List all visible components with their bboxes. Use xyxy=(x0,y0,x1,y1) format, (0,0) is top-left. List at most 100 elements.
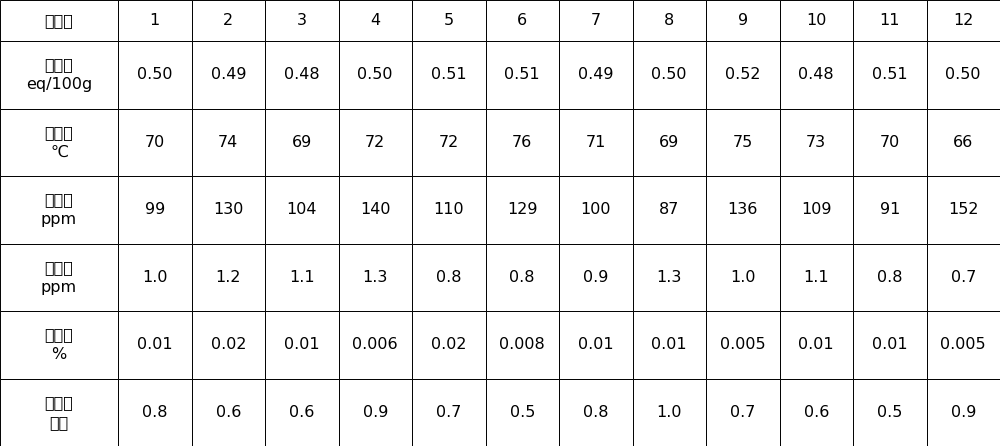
Bar xyxy=(706,311,780,379)
Text: 2: 2 xyxy=(223,13,233,28)
Text: 0.8: 0.8 xyxy=(583,405,608,420)
Bar xyxy=(633,0,706,41)
Text: 0.50: 0.50 xyxy=(652,67,687,82)
Bar xyxy=(0,0,118,41)
Bar xyxy=(927,108,1000,176)
Text: 9: 9 xyxy=(738,13,748,28)
Text: 0.01: 0.01 xyxy=(137,337,173,352)
Text: 0.6: 0.6 xyxy=(289,405,314,420)
Text: 0.5: 0.5 xyxy=(510,405,535,420)
Bar xyxy=(853,176,927,244)
Bar xyxy=(265,108,338,176)
Text: 69: 69 xyxy=(292,135,312,150)
Text: 5: 5 xyxy=(444,13,454,28)
Text: 0.8: 0.8 xyxy=(877,270,902,285)
Bar xyxy=(780,379,853,446)
Bar xyxy=(780,244,853,311)
Bar xyxy=(486,108,559,176)
Text: 130: 130 xyxy=(213,202,243,217)
Text: 0.01: 0.01 xyxy=(872,337,908,352)
Bar xyxy=(927,0,1000,41)
Text: 10: 10 xyxy=(806,13,826,28)
Text: 0.006: 0.006 xyxy=(352,337,398,352)
Bar xyxy=(486,244,559,311)
Text: 0.6: 0.6 xyxy=(804,405,829,420)
Bar xyxy=(780,311,853,379)
Bar xyxy=(265,0,338,41)
Bar xyxy=(706,41,780,108)
Text: 1.0: 1.0 xyxy=(142,270,168,285)
Text: 1: 1 xyxy=(150,13,160,28)
Text: 0.9: 0.9 xyxy=(951,405,976,420)
Text: 挥发份
%: 挥发份 % xyxy=(45,327,73,362)
Bar xyxy=(192,311,265,379)
Bar xyxy=(927,176,1000,244)
Text: 1.2: 1.2 xyxy=(216,270,241,285)
Bar xyxy=(853,311,927,379)
Bar xyxy=(559,108,633,176)
Text: 69: 69 xyxy=(659,135,679,150)
Text: 6: 6 xyxy=(517,13,527,28)
Text: 0.01: 0.01 xyxy=(284,337,320,352)
Text: 有机氯
ppm: 有机氯 ppm xyxy=(41,192,77,227)
Bar xyxy=(706,108,780,176)
Bar xyxy=(706,379,780,446)
Text: 0.008: 0.008 xyxy=(499,337,545,352)
Bar xyxy=(338,108,412,176)
Text: 70: 70 xyxy=(880,135,900,150)
Text: 0.50: 0.50 xyxy=(137,67,173,82)
Bar xyxy=(0,379,118,446)
Text: 136: 136 xyxy=(728,202,758,217)
Bar xyxy=(927,41,1000,108)
Text: 无机氯
ppm: 无机氯 ppm xyxy=(41,260,77,295)
Bar xyxy=(559,41,633,108)
Text: 0.005: 0.005 xyxy=(940,337,986,352)
Bar xyxy=(338,311,412,379)
Bar xyxy=(412,176,486,244)
Bar xyxy=(118,379,192,446)
Text: 1.0: 1.0 xyxy=(730,270,756,285)
Text: 1.1: 1.1 xyxy=(289,270,315,285)
Bar xyxy=(633,41,706,108)
Bar xyxy=(780,108,853,176)
Text: 软化点
℃: 软化点 ℃ xyxy=(45,125,73,160)
Text: 0.6: 0.6 xyxy=(216,405,241,420)
Text: 73: 73 xyxy=(806,135,826,150)
Bar xyxy=(412,108,486,176)
Text: 0.01: 0.01 xyxy=(798,337,834,352)
Text: 0.49: 0.49 xyxy=(578,67,614,82)
Bar xyxy=(927,244,1000,311)
Bar xyxy=(486,176,559,244)
Bar xyxy=(0,244,118,311)
Bar xyxy=(192,176,265,244)
Text: 100: 100 xyxy=(580,202,611,217)
Text: 99: 99 xyxy=(145,202,165,217)
Bar xyxy=(853,244,927,311)
Bar xyxy=(853,41,927,108)
Bar xyxy=(118,0,192,41)
Text: 0.7: 0.7 xyxy=(436,405,461,420)
Text: 0.9: 0.9 xyxy=(363,405,388,420)
Text: 104: 104 xyxy=(287,202,317,217)
Text: 140: 140 xyxy=(360,202,390,217)
Bar xyxy=(559,311,633,379)
Text: 91: 91 xyxy=(880,202,900,217)
Bar xyxy=(853,0,927,41)
Text: 0.48: 0.48 xyxy=(798,67,834,82)
Text: 0.02: 0.02 xyxy=(431,337,467,352)
Bar xyxy=(780,0,853,41)
Text: 110: 110 xyxy=(433,202,464,217)
Bar xyxy=(192,379,265,446)
Text: 0.02: 0.02 xyxy=(210,337,246,352)
Bar xyxy=(633,311,706,379)
Text: 0.8: 0.8 xyxy=(142,405,168,420)
Bar xyxy=(927,379,1000,446)
Bar xyxy=(633,379,706,446)
Bar xyxy=(0,108,118,176)
Bar xyxy=(118,244,192,311)
Bar xyxy=(559,379,633,446)
Bar xyxy=(486,41,559,108)
Bar xyxy=(559,176,633,244)
Text: 0.51: 0.51 xyxy=(504,67,540,82)
Bar xyxy=(338,176,412,244)
